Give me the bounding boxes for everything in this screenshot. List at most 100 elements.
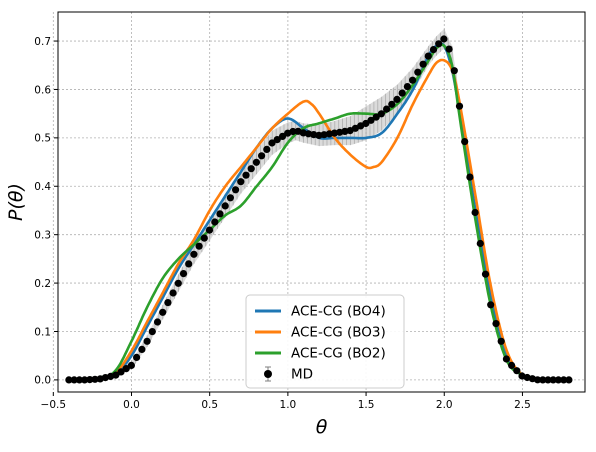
y-axis-title: P(θ) (5, 183, 27, 221)
md-point (424, 52, 432, 60)
md-point (481, 270, 490, 278)
md-point (492, 320, 500, 328)
md-point (216, 210, 224, 218)
md-point (81, 376, 89, 384)
y-tick-label: 0.4 (34, 181, 51, 193)
md-point (367, 116, 375, 124)
y-tick-label: 0.7 (34, 36, 51, 48)
md-point (268, 139, 276, 147)
md-point (148, 328, 156, 336)
md-point (211, 218, 219, 226)
md-point (565, 376, 573, 384)
series-line (68, 43, 570, 382)
md-point (174, 279, 182, 287)
md-point (497, 337, 505, 345)
md-point (200, 234, 208, 242)
x-tick-label: −0.5 (41, 399, 67, 411)
md-point (487, 301, 495, 309)
md-point (247, 165, 255, 173)
md-point (471, 208, 479, 217)
md-point (252, 158, 260, 166)
md-point (75, 376, 83, 384)
md-point (221, 202, 229, 210)
md-point (476, 239, 484, 248)
md-point (190, 250, 198, 258)
md-point (232, 186, 240, 194)
md-point (383, 105, 391, 113)
md-point (164, 299, 172, 307)
md-point (86, 376, 94, 384)
legend: ACE-CG (BO4) ACE-CG (BO3) ACE-CG (BO2) MD (245, 294, 405, 389)
y-tick-label: 0.1 (34, 326, 51, 338)
md-point (409, 76, 417, 84)
md-point (388, 100, 396, 108)
md-point (117, 368, 125, 376)
y-tick-label: 0.5 (34, 133, 51, 145)
x-tick-label: 0.0 (123, 399, 140, 411)
md-point (179, 270, 188, 278)
md-point (393, 95, 401, 103)
x-tick-label: 2.0 (436, 399, 453, 411)
md-point (544, 376, 552, 384)
md-point (237, 178, 245, 186)
md-point (502, 355, 510, 363)
md-point (70, 376, 78, 384)
md-point (195, 242, 203, 250)
series-line (68, 58, 570, 382)
legend-label: MD (291, 367, 313, 383)
md-point (226, 194, 234, 202)
md-point (133, 353, 141, 361)
md-point (242, 171, 250, 179)
md-point (122, 365, 130, 373)
md-point (398, 89, 406, 97)
md-point (169, 289, 177, 297)
x-tick-label: 2.5 (514, 399, 531, 411)
md-point (258, 152, 266, 160)
md-point (549, 376, 557, 384)
md-point (138, 345, 146, 353)
md-point (414, 68, 422, 76)
md-point (513, 367, 521, 375)
md-point (153, 318, 162, 326)
md-point (554, 376, 563, 384)
legend-label: ACE-CG (BO4) (291, 304, 386, 320)
md-point (289, 127, 297, 136)
md-point (273, 136, 281, 144)
md-point (461, 138, 469, 146)
md-point (455, 102, 464, 110)
md-point (263, 145, 271, 153)
md-point (278, 132, 287, 140)
md-point (560, 376, 568, 384)
x-tick-label: 1.0 (280, 399, 297, 411)
md-point (205, 226, 214, 234)
md-point (450, 67, 458, 75)
legend-label: ACE-CG (BO3) (291, 325, 386, 341)
axis-ticks: −0.5 0.0 0.5 1.0 1.5 2.0 2.5 0.0 0.1 0.2 0.3 0.4 0.5… (34, 36, 531, 411)
md-point (419, 60, 427, 68)
y-tick-label: 0.6 (34, 84, 51, 96)
x-axis-title: θ (316, 416, 328, 438)
md-point (127, 361, 135, 369)
md-point (112, 371, 120, 379)
legend-box (245, 294, 405, 389)
md-point (508, 361, 516, 369)
md-point (377, 110, 385, 118)
md-point (429, 46, 438, 54)
legend-label: ACE-CG (BO2) (291, 346, 386, 362)
plot-frame (57, 11, 586, 393)
md-points (65, 35, 573, 384)
x-tick-label: 0.5 (201, 399, 218, 411)
x-tick-label: 1.5 (358, 399, 375, 411)
md-point (539, 376, 547, 384)
md-point (372, 113, 380, 121)
md-point (65, 376, 73, 384)
md-point (435, 40, 443, 48)
md-point (466, 173, 474, 181)
md-point (445, 45, 453, 53)
y-tick-label: 0.2 (34, 278, 51, 290)
legend-md-marker (264, 370, 272, 378)
md-point (185, 260, 193, 268)
y-tick-label: 0.3 (34, 229, 51, 241)
